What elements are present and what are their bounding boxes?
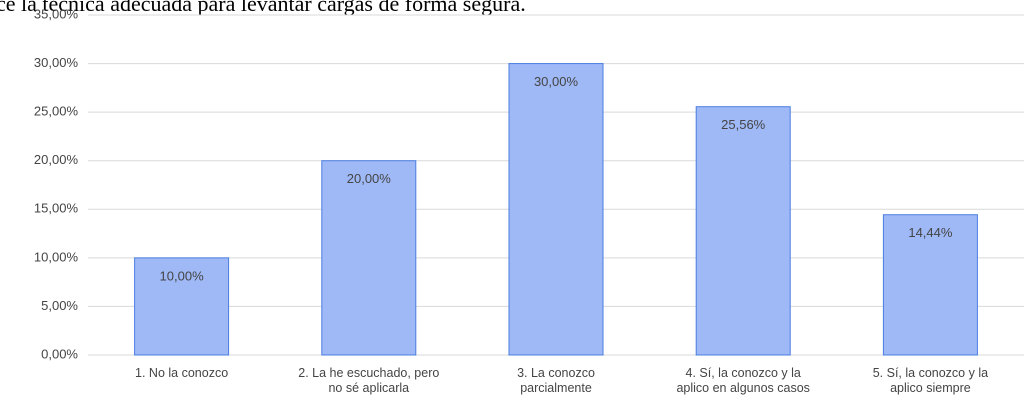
y-tick-label: 0,00% [41, 346, 78, 361]
value-label: 25,56% [721, 117, 766, 132]
x-tick-label: 5. Sí, la conozco y la aplico siempre [872, 366, 989, 395]
y-tick-label: 35,00% [34, 6, 79, 21]
value-label: 10,00% [160, 268, 205, 283]
value-label: 20,00% [347, 171, 392, 186]
y-tick-label: 30,00% [34, 55, 79, 70]
x-tick-label: 4. Sí, la conozco y la aplico en algunos… [676, 366, 810, 395]
value-label: 30,00% [534, 74, 579, 89]
bar [508, 63, 604, 356]
x-tick-label: 2. La he escuchado, pero no sé aplicarla [298, 366, 440, 395]
bar [882, 214, 978, 356]
y-tick-label: 25,00% [34, 104, 79, 119]
y-tick-label: 15,00% [34, 201, 79, 216]
bar [134, 257, 230, 356]
value-label: 14,44% [908, 225, 953, 240]
chart-title: ce la técnica adecuada para levantar car… [0, 0, 526, 16]
x-tick-label: 1. No la conozco [135, 366, 229, 380]
y-tick-label: 20,00% [34, 152, 79, 167]
bar [695, 106, 791, 356]
y-tick-label: 5,00% [41, 298, 78, 313]
x-tick-label: 3. La conozco parcialmente [517, 366, 595, 395]
y-tick-label: 10,00% [34, 249, 79, 264]
bar [321, 160, 417, 356]
